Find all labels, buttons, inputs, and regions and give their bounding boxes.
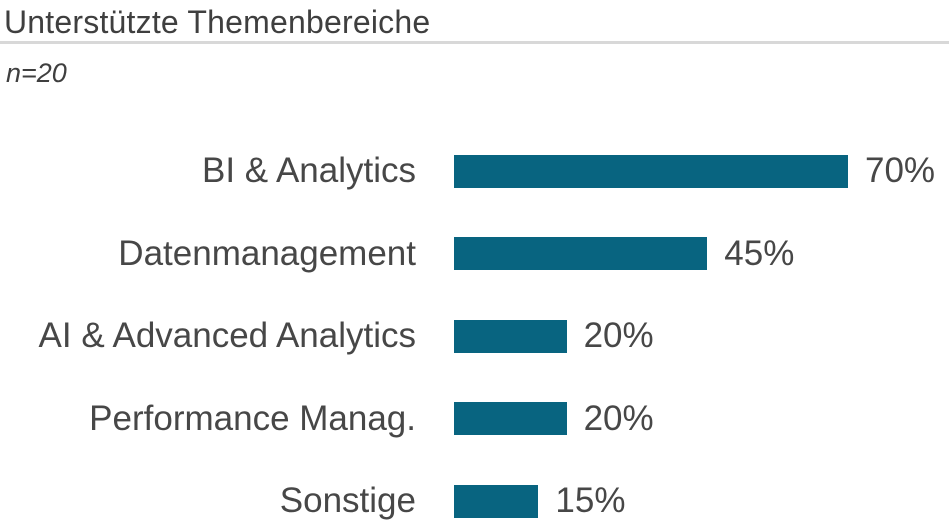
value-label: 45% [724,233,795,273]
category-label: Sonstige [279,481,416,521]
bar [454,237,708,271]
chart-row: Sonstige 15% [0,460,949,525]
chart-row: Performance Manag. 20% [0,378,949,461]
category-label: Datenmanagement [118,233,416,273]
chart-header: Unterstützte Themenbereiche [0,0,949,44]
category-label: BI & Analytics [202,151,416,191]
category-label: AI & Advanced Analytics [38,316,416,356]
value-label: 20% [583,398,654,438]
bar [454,484,539,518]
chart-title: Unterstützte Themenbereiche [4,4,431,40]
value-label: 15% [555,481,626,521]
sample-size-label: n=20 [6,58,67,88]
chart-row: Datenmanagement 45% [0,213,949,296]
value-label: 70% [865,151,936,191]
bar [454,154,848,188]
bar [454,402,567,436]
chart-row: BI & Analytics 70% [0,130,949,213]
category-label: Performance Manag. [89,398,416,438]
chart-row: AI & Advanced Analytics 20% [0,295,949,378]
value-label: 20% [583,316,654,356]
bar-chart-rows: BI & Analytics 70% Datenmanagement 45% A… [0,130,949,525]
bar [454,319,567,353]
